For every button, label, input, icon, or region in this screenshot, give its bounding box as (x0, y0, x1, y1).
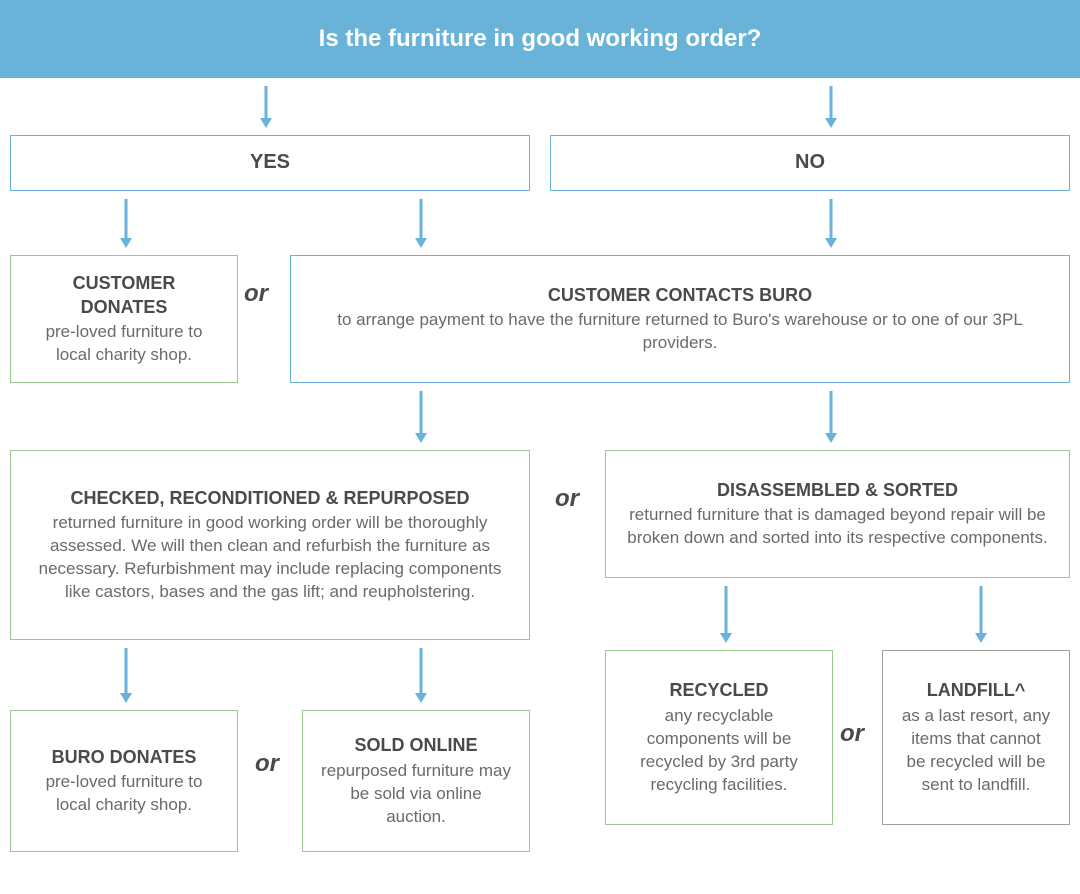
box-sold-body: repurposed furniture may be sold via onl… (321, 760, 511, 829)
arrow-head-icon (415, 693, 427, 703)
box-checked: CHECKED, RECONDITIONED & REPURPOSEDretur… (10, 450, 530, 640)
arrow-head-icon (260, 118, 272, 128)
box-burodon-body: pre-loved furniture to local charity sho… (29, 771, 219, 817)
arrow-head-icon (720, 633, 732, 643)
arrow-a_no_contact (825, 199, 837, 247)
arrow-a_yes_contact (415, 199, 427, 247)
arrow-head-icon (825, 238, 837, 248)
arrow-a_contact_dis (825, 391, 837, 442)
or-label-or2: or (555, 485, 579, 513)
arrow-stem-icon (830, 86, 833, 119)
box-landfill-title: LANDFILL^ (927, 678, 1026, 702)
question-banner: Is the furniture in good working order? (0, 0, 1080, 78)
arrow-a_banner_no (825, 86, 837, 127)
box-landfill: LANDFILL^ as a last resort, any items tha… (882, 650, 1070, 825)
arrow-head-icon (825, 118, 837, 128)
arrow-stem-icon (830, 391, 833, 434)
box-disassem-body: returned furniture that is damaged beyon… (624, 504, 1051, 550)
arrow-stem-icon (420, 391, 423, 434)
box-burodon-title: BURO DONATES (52, 745, 197, 769)
question-text: Is the furniture in good working order? (319, 25, 762, 53)
arrow-a_contact_chk (415, 391, 427, 442)
box-donates-body: pre-loved furniture to local charity sho… (29, 321, 219, 367)
arrow-stem-icon (420, 199, 423, 239)
box-sold: SOLD ONLINE repurposed furniture may be s… (302, 710, 530, 852)
box-disassem-title: DISASSEMBLED & SORTED (717, 478, 958, 502)
box-yes-title: YES (250, 149, 290, 176)
arrow-stem-icon (830, 199, 833, 239)
box-no: NO (550, 135, 1070, 191)
box-disassem: DISASSEMBLED & SORTEDreturned furniture … (605, 450, 1070, 578)
arrow-head-icon (825, 433, 837, 443)
or-label-or4: or (840, 720, 864, 748)
box-recycled: RECYCLED any recyclable components will b… (605, 650, 833, 825)
arrow-a_yes_donate (120, 199, 132, 247)
box-yes: YES (10, 135, 530, 191)
box-recycled-title: RECYCLED (669, 678, 768, 702)
box-checked-title: CHECKED, RECONDITIONED & REPURPOSED (70, 486, 469, 510)
arrow-stem-icon (420, 648, 423, 694)
box-recycled-body: any recyclable components will be recycl… (624, 705, 814, 797)
box-no-title: NO (795, 149, 825, 176)
arrow-head-icon (120, 693, 132, 703)
arrow-a_dis_rec (720, 586, 732, 642)
box-contacts: CUSTOMER CONTACTS BUROto arrange payment… (290, 255, 1070, 383)
arrow-head-icon (120, 238, 132, 248)
box-donates-title: CUSTOMER DONATES (29, 271, 219, 320)
arrow-stem-icon (125, 648, 128, 694)
box-contacts-title: CUSTOMER CONTACTS BURO (548, 283, 812, 307)
arrow-a_chk_burodon (120, 648, 132, 702)
arrow-stem-icon (980, 586, 983, 634)
arrow-stem-icon (265, 86, 268, 119)
arrow-stem-icon (125, 199, 128, 239)
box-contacts-body: to arrange payment to have the furniture… (309, 309, 1051, 355)
arrow-head-icon (415, 433, 427, 443)
arrow-head-icon (415, 238, 427, 248)
box-checked-body: returned furniture in good working order… (29, 512, 511, 604)
arrow-a_chk_sold (415, 648, 427, 702)
arrow-a_dis_land (975, 586, 987, 642)
arrow-head-icon (975, 633, 987, 643)
or-label-or3: or (255, 750, 279, 778)
box-sold-title: SOLD ONLINE (354, 733, 477, 757)
box-donates: CUSTOMER DONATESpre-loved furniture to l… (10, 255, 238, 383)
or-label-or1: or (244, 280, 268, 308)
arrow-stem-icon (725, 586, 728, 634)
arrow-a_banner_yes (260, 86, 272, 127)
box-landfill-body: as a last resort, any items that cannot … (901, 705, 1051, 797)
box-burodon: BURO DONATESpre-loved furniture to local… (10, 710, 238, 852)
